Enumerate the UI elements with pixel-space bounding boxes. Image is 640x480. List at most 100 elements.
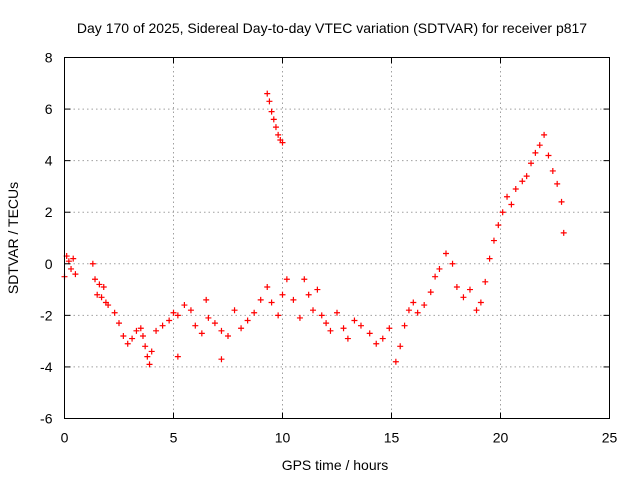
data-point [218, 356, 225, 363]
grid-lines [64, 57, 610, 419]
data-point [432, 273, 439, 280]
data-point [512, 186, 519, 193]
y-tick-label: 8 [45, 50, 53, 66]
data-point [144, 353, 151, 360]
x-tick-label: 15 [384, 430, 400, 446]
data-point [410, 299, 417, 306]
data-point [98, 294, 105, 301]
data-point [111, 309, 118, 316]
data-point [453, 283, 460, 290]
data-point [357, 322, 364, 329]
data-points [61, 90, 567, 368]
data-point [460, 294, 467, 301]
data-point [146, 361, 153, 368]
data-point [421, 302, 428, 309]
data-point [120, 332, 127, 339]
data-point [560, 229, 567, 236]
data-point [449, 260, 456, 267]
y-tick-label: 4 [45, 153, 53, 169]
data-point [301, 276, 308, 283]
data-point [427, 289, 434, 296]
data-point [334, 309, 340, 316]
y-tick-label: -4 [40, 359, 53, 375]
data-point [89, 260, 96, 267]
data-point [545, 152, 552, 159]
chart-title: Day 170 of 2025, Sidereal Day-to-day VTE… [77, 20, 587, 36]
data-point [70, 255, 77, 262]
data-point [414, 309, 421, 316]
data-point [159, 322, 166, 329]
data-point [436, 265, 443, 272]
data-point [251, 309, 258, 316]
data-point [268, 299, 275, 306]
data-point [198, 330, 205, 337]
data-point [314, 286, 321, 293]
x-tick-label: 20 [493, 430, 509, 446]
data-point [264, 90, 271, 97]
data-point [523, 173, 530, 180]
data-point [344, 335, 351, 342]
data-point [495, 222, 502, 229]
data-point [211, 320, 218, 327]
y-tick-label: -6 [40, 411, 53, 427]
data-point [397, 343, 404, 350]
data-point [166, 317, 173, 324]
data-point [170, 309, 177, 316]
data-point [264, 283, 271, 290]
data-point [310, 307, 317, 314]
data-point [174, 353, 181, 360]
data-point [129, 335, 136, 342]
data-point [558, 198, 565, 205]
data-point [205, 314, 212, 321]
data-point [244, 317, 251, 324]
data-point [386, 325, 393, 332]
data-point [270, 116, 277, 123]
data-point [473, 307, 480, 314]
data-point [283, 276, 290, 283]
data-point [105, 302, 112, 309]
y-tick-labels: -6 -4 -2 0 2 4 6 8 [40, 50, 53, 427]
data-point [153, 327, 160, 334]
data-point [225, 332, 231, 339]
data-point [490, 237, 497, 244]
x-tick-label: 25 [602, 430, 618, 446]
data-point [340, 325, 347, 332]
data-point [477, 299, 484, 306]
data-point [554, 180, 561, 187]
x-tick-label: 5 [170, 430, 178, 446]
plot-frame [64, 57, 610, 419]
data-point [373, 340, 380, 347]
data-point [508, 201, 515, 208]
data-point [174, 312, 181, 319]
data-point [405, 307, 412, 314]
x-tick-label: 0 [61, 430, 69, 446]
data-point [296, 314, 303, 321]
data-point [532, 149, 539, 156]
data-point [401, 322, 408, 329]
data-point [231, 307, 238, 314]
data-point [268, 108, 275, 115]
data-point [94, 291, 101, 298]
data-point [466, 286, 473, 293]
y-tick-label: 6 [45, 101, 53, 117]
data-point [238, 325, 245, 332]
data-point [379, 335, 386, 342]
data-point [133, 327, 140, 334]
data-point [192, 322, 199, 329]
data-point [541, 131, 548, 138]
data-point [142, 343, 149, 350]
data-point [279, 291, 286, 298]
data-point [549, 167, 556, 174]
data-point [272, 124, 279, 131]
data-point [351, 317, 358, 324]
data-point [327, 327, 334, 334]
data-point [528, 160, 535, 167]
y-axis-label: SDTVAR / TECUs [5, 182, 21, 294]
data-point [116, 320, 122, 327]
data-point [482, 278, 489, 285]
data-point [68, 265, 75, 272]
data-point [504, 193, 511, 200]
data-point [218, 327, 225, 334]
data-point [65, 258, 72, 265]
